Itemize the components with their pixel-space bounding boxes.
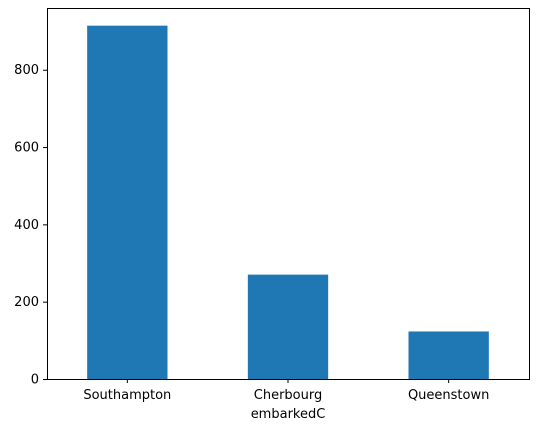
y-tick-label: 0: [31, 373, 39, 388]
plot-frame: [47, 8, 530, 380]
x-tick-label-southampton: Southampton: [83, 388, 171, 403]
bar-cherbourg: [247, 274, 329, 379]
x-axis-label: embarkedC: [251, 407, 326, 422]
y-axis-ticks: 0 200 400 600 800: [14, 63, 47, 388]
x-tick-label-cherbourg: Cherbourg: [254, 388, 322, 403]
x-tick-label-queenstown: Queenstown: [408, 388, 489, 403]
y-tick-label: 600: [14, 141, 39, 156]
bar-southampton: [87, 25, 168, 380]
x-axis-ticks: Southampton Cherbourg Queenstown: [83, 379, 489, 403]
y-tick-label: 200: [14, 295, 39, 310]
y-tick-label: 800: [14, 63, 39, 78]
y-tick-label: 400: [14, 218, 39, 233]
bar-queenstown: [408, 331, 489, 379]
bars-layer: [87, 25, 489, 380]
